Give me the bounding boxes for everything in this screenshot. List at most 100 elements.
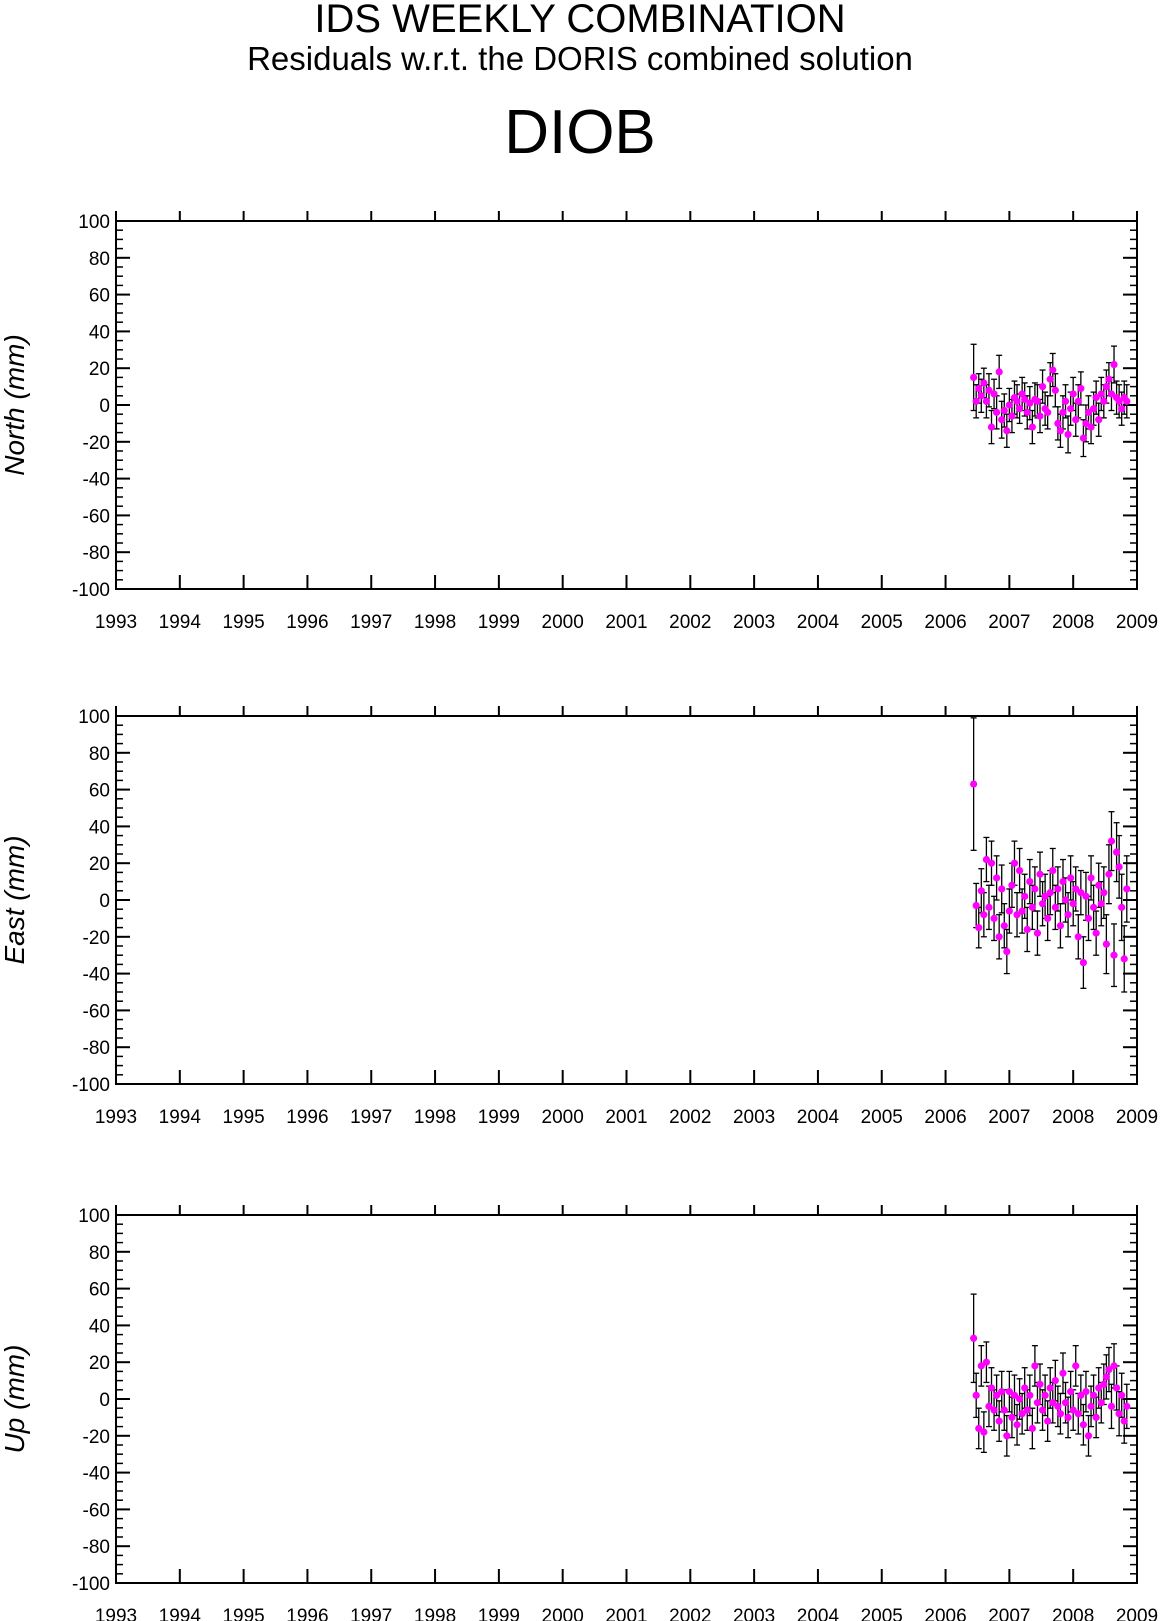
data-point — [1005, 1388, 1013, 1396]
data-point — [1051, 903, 1059, 911]
data-point — [1010, 1391, 1019, 1399]
data-point — [1097, 1399, 1105, 1407]
data-point — [1079, 434, 1087, 442]
x-tick-label: 1995 — [222, 612, 264, 633]
y-tick-label: 40 — [89, 322, 110, 343]
data-point — [975, 384, 983, 393]
data-point — [1038, 900, 1047, 908]
x-tick-label: 1998 — [414, 612, 456, 633]
data-point — [985, 386, 993, 394]
data-point — [1084, 1432, 1093, 1440]
data-point — [1061, 397, 1070, 405]
data-point — [1031, 885, 1039, 893]
x-tick-label: 2009 — [1116, 1107, 1158, 1128]
data-point — [1074, 1410, 1082, 1418]
x-tick-label: 2004 — [797, 1606, 840, 1621]
data-point — [1110, 951, 1118, 959]
y-tick-label: 0 — [99, 891, 110, 912]
data-point — [1005, 907, 1013, 915]
data-point — [1031, 1362, 1039, 1370]
y-tick-label: -60 — [83, 1001, 110, 1022]
y-tick-label: 0 — [99, 396, 110, 417]
data-point — [1112, 1384, 1121, 1392]
data-point — [1118, 903, 1126, 911]
y-axis-label: East (mm) — [0, 835, 30, 964]
data-point — [1095, 1384, 1103, 1392]
data-point — [1074, 933, 1082, 941]
x-tick-label: 2009 — [1116, 612, 1158, 633]
data-point — [972, 397, 980, 405]
x-tick-label: 1996 — [286, 1107, 328, 1128]
data-point — [985, 903, 993, 911]
data-point — [980, 379, 988, 387]
y-axis-label: Up (mm) — [0, 1345, 30, 1454]
data-point — [1084, 408, 1093, 416]
data-point — [1003, 947, 1011, 956]
data-point — [1061, 1399, 1070, 1407]
data-point — [1023, 408, 1031, 416]
x-tick-label: 2006 — [924, 1606, 966, 1621]
y-tick-label: -20 — [83, 928, 110, 949]
data-point — [1110, 1362, 1118, 1370]
data-point — [1044, 408, 1052, 416]
data-point — [977, 887, 985, 895]
data-point — [1102, 383, 1110, 391]
x-tick-label: 1993 — [95, 612, 137, 633]
data-point — [1079, 1421, 1087, 1429]
data-point — [1069, 900, 1077, 908]
data-point — [1102, 940, 1110, 948]
data-point — [1077, 889, 1085, 897]
x-tick-label: 2000 — [542, 1107, 584, 1128]
y-tick-label: -80 — [83, 543, 110, 564]
y-tick-label: -40 — [83, 470, 110, 491]
data-point — [1079, 958, 1087, 967]
y-tick-label: -40 — [83, 965, 110, 986]
data-point — [1000, 1406, 1008, 1414]
data-point — [1049, 366, 1057, 374]
y-tick-label: 20 — [89, 854, 110, 875]
data-point — [1049, 866, 1057, 875]
data-point — [1087, 1402, 1095, 1410]
data-point — [998, 885, 1006, 893]
data-point — [998, 416, 1006, 424]
x-tick-label: 2002 — [669, 612, 711, 633]
data-point — [1026, 1391, 1034, 1399]
y-tick-label: -100 — [72, 1574, 110, 1595]
data-point — [980, 1428, 988, 1436]
data-point — [990, 390, 998, 398]
y-tick-label: 80 — [89, 744, 110, 765]
x-tick-label: 2001 — [605, 1107, 647, 1128]
data-point — [1064, 430, 1072, 439]
data-point — [1090, 405, 1098, 413]
data-point — [1054, 1402, 1062, 1410]
data-point — [1013, 911, 1021, 919]
data-point — [1056, 922, 1065, 930]
data-point — [982, 1358, 991, 1366]
data-point — [1033, 929, 1042, 937]
data-point — [1105, 870, 1113, 878]
data-point — [1036, 870, 1044, 878]
data-point — [982, 855, 991, 864]
data-point — [1003, 1432, 1011, 1440]
station-name: DIOB — [504, 98, 656, 167]
data-point — [1021, 892, 1029, 900]
data-point — [1067, 1388, 1075, 1396]
data-point — [1069, 1406, 1077, 1414]
data-point — [1038, 1406, 1047, 1414]
data-point — [1044, 914, 1052, 923]
data-point — [1064, 1413, 1072, 1421]
x-tick-label: 2005 — [861, 1107, 903, 1128]
plot-frame — [115, 220, 1138, 590]
data-point — [1072, 416, 1080, 424]
data-point — [1092, 929, 1100, 937]
data-point — [1018, 907, 1026, 915]
data-point — [1095, 881, 1103, 889]
y-tick-label: 80 — [89, 249, 110, 270]
x-tick-label: 2005 — [861, 612, 903, 633]
y-tick-label: -80 — [83, 1038, 110, 1059]
x-tick-label: 2002 — [669, 1606, 711, 1621]
y-tick-label: 40 — [89, 1316, 110, 1337]
data-point — [1054, 419, 1062, 427]
x-tick-label: 2004 — [797, 612, 840, 633]
